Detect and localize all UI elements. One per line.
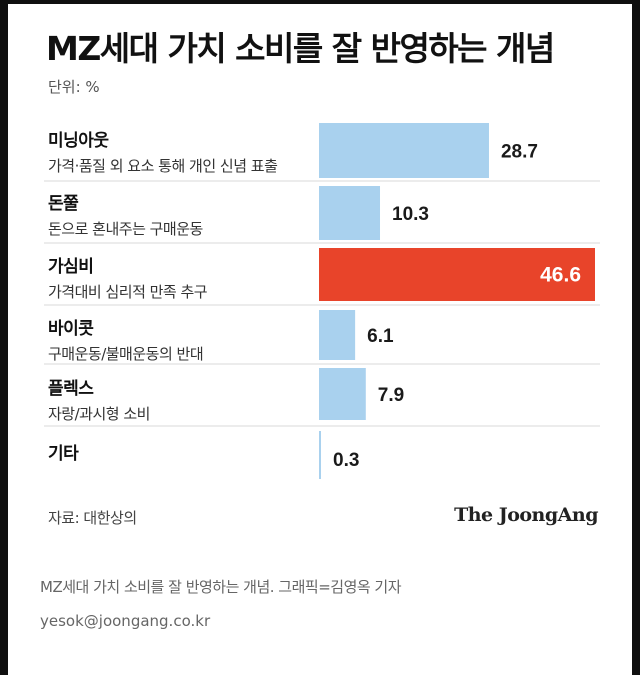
row-desc-1: 돈으로 혼내주는 구매운동: [48, 220, 203, 238]
bar-value-label-3: 6.1: [367, 326, 394, 347]
row-desc-4: 자랑/과시형 소비: [48, 405, 150, 423]
bar-value-label-4: 7.9: [378, 385, 404, 406]
row-desc-0: 가격·품질 외 요소 통해 개인 신념 표출: [48, 157, 278, 175]
bar-value-label-2: 46.6: [540, 264, 581, 287]
bar-2: [319, 248, 595, 301]
top-frame: [0, 0, 640, 4]
bar-value-label-5: 0.3: [333, 450, 359, 471]
row-name-0: 미닝아웃: [48, 131, 109, 151]
image-caption: MZ세대 가치 소비를 잘 반영하는 개념. 그래픽=김영옥 기자: [40, 578, 402, 596]
bar-value-label-1: 10.3: [392, 204, 429, 225]
row-name-3: 바이콧: [48, 319, 94, 339]
chart-title: MZ세대 가치 소비를 잘 반영하는 개념: [46, 29, 555, 68]
unit-label: 단위: %: [48, 78, 100, 96]
reporter-email: yesok@joongang.co.kr: [40, 612, 211, 630]
bar-0: [319, 123, 489, 178]
row-name-4: 플렉스: [48, 379, 94, 399]
source-label: 자료: 대한상의: [48, 509, 137, 527]
row-name-1: 돈쭐: [48, 194, 79, 214]
left-frame: [0, 0, 8, 675]
bar-value-label-0: 28.7: [501, 142, 538, 163]
row-name-5: 기타: [48, 444, 79, 464]
row-name-2: 가심비: [48, 257, 94, 277]
brand-logo: The JoongAng: [454, 504, 598, 526]
right-frame: [632, 0, 640, 675]
bar-3: [319, 310, 356, 360]
row-desc-3: 구매운동/불매운동의 반대: [48, 345, 204, 363]
bar-1: [319, 186, 381, 240]
row-desc-2: 가격대비 심리적 만족 추구: [48, 283, 208, 301]
bar-5: [319, 431, 321, 479]
bar-4: [319, 368, 366, 420]
